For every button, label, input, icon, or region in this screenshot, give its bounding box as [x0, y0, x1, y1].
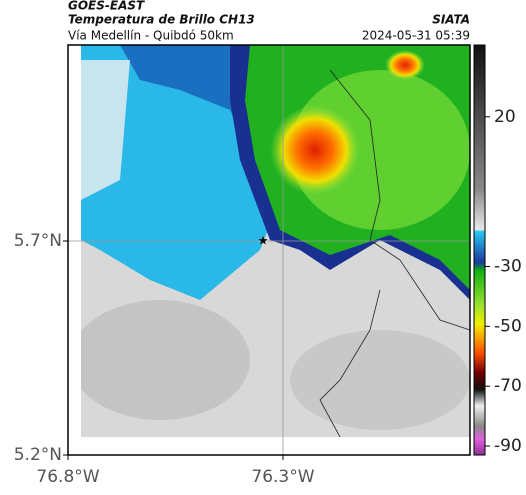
source: SIATA	[432, 13, 470, 27]
colorbar-tick-label: -90	[494, 436, 522, 456]
y-tick-label: 5.7°N	[14, 231, 62, 251]
subtitle: Temperatura de Brillo CH13	[68, 13, 255, 27]
datetime: 2024-05-31 05:39	[362, 29, 470, 43]
x-tick-label: 76.8°W	[36, 467, 99, 487]
x-tick-label: 76.3°W	[251, 467, 314, 487]
colorbar-tick-label: -70	[494, 376, 522, 396]
map-frame	[67, 44, 471, 456]
y-tick-label: 5.2°N	[14, 445, 62, 465]
title: GOES-EAST	[68, 0, 145, 13]
colorbar	[473, 44, 486, 456]
colorbar-tick-label: 20	[494, 107, 516, 127]
colorbar-tick-label: -50	[494, 316, 522, 336]
colorbar-tick-label: -30	[494, 256, 522, 276]
location-marker: ★	[258, 234, 269, 248]
route: Vía Medellín - Quibdó 50km	[68, 29, 234, 43]
